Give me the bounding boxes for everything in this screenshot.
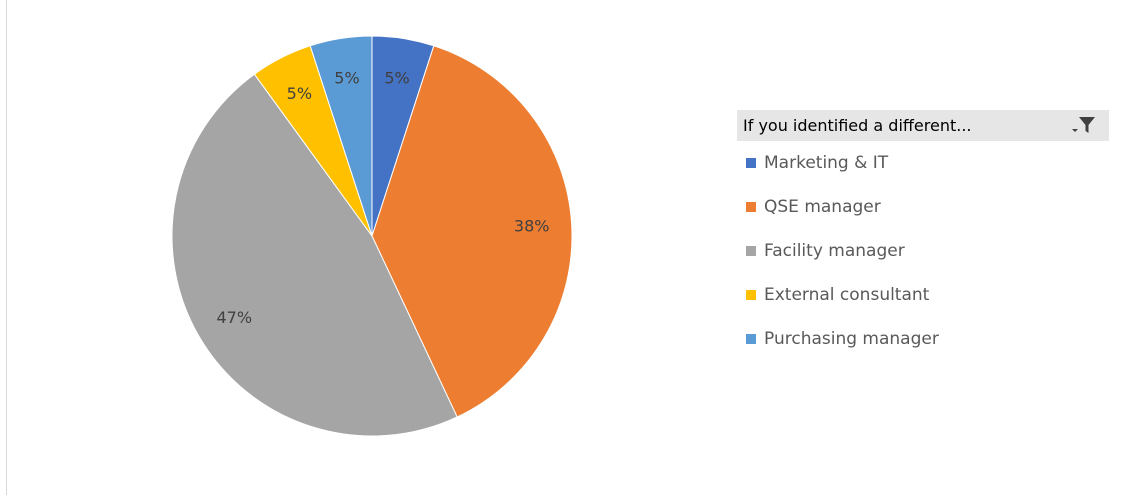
- legend-item-label: Facility manager: [764, 241, 905, 261]
- legend-item-label: Marketing & IT: [764, 153, 889, 173]
- legend-swatch: [746, 202, 756, 212]
- legend-item-qse-manager[interactable]: QSE manager: [737, 185, 1109, 229]
- legend-item-facility-manager[interactable]: Facility manager: [737, 229, 1109, 273]
- pie-data-labels: 5% 38% 47% 5% 5%: [217, 68, 550, 326]
- pie-slice-facility-manager[interactable]: [171, 73, 458, 437]
- legend-item-purchasing-manager[interactable]: Purchasing manager: [737, 317, 1109, 361]
- legend-item-label: QSE manager: [764, 197, 881, 217]
- pie-chart: 5% 38% 47% 5% 5%: [171, 35, 573, 437]
- legend-items: Marketing & IT QSE manager Facility mana…: [737, 141, 1109, 361]
- legend-item-external-consultant[interactable]: External consultant: [737, 273, 1109, 317]
- filter-dropdown-icon[interactable]: [1069, 114, 1099, 136]
- legend-item-marketing-it[interactable]: Marketing & IT: [737, 141, 1109, 185]
- data-label-qse-manager: 38%: [514, 216, 550, 235]
- pie-slices: [171, 35, 573, 437]
- legend-item-label: External consultant: [764, 285, 930, 305]
- legend-item-label: Purchasing manager: [764, 329, 939, 349]
- legend-header-label: If you identified a different...: [743, 116, 972, 135]
- pie-slice-qse-manager[interactable]: [371, 45, 573, 418]
- legend-swatch: [746, 290, 756, 300]
- legend-swatch: [746, 158, 756, 168]
- legend: If you identified a different... Marketi…: [737, 110, 1109, 361]
- legend-swatch: [746, 334, 756, 344]
- data-label-marketing-it: 5%: [384, 68, 409, 87]
- left-border: [6, 0, 7, 495]
- pie-slice-purchasing-manager[interactable]: [309, 35, 373, 237]
- data-label-facility-manager: 47%: [217, 308, 253, 327]
- legend-filter-header[interactable]: If you identified a different...: [737, 110, 1109, 141]
- data-label-external-consultant: 5%: [287, 84, 312, 103]
- legend-swatch: [746, 246, 756, 256]
- data-label-purchasing-manager: 5%: [334, 68, 359, 87]
